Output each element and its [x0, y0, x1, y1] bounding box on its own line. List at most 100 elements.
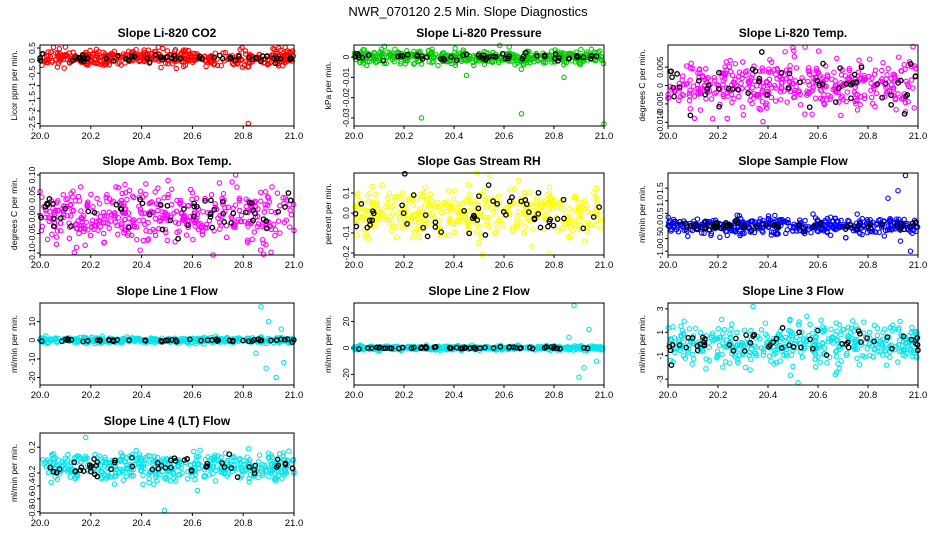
reference-point [243, 209, 249, 216]
data-point [182, 51, 188, 58]
data-point [382, 216, 389, 222]
reference-point [677, 218, 683, 225]
data-point [909, 324, 915, 331]
data-point [758, 327, 765, 333]
data-point [69, 208, 75, 214]
data-point [232, 224, 238, 230]
reference-point [164, 54, 171, 60]
data-point [861, 95, 868, 102]
reference-point [907, 61, 914, 67]
data-point [859, 231, 865, 238]
x-tick-label: 20.6 [809, 390, 828, 401]
reference-point [369, 217, 376, 224]
reference-point [552, 51, 559, 57]
data-point [833, 353, 840, 360]
data-point [243, 203, 249, 210]
data-point [261, 209, 268, 215]
data-point [453, 54, 460, 61]
data-point [44, 57, 50, 63]
reference-point [555, 57, 561, 64]
y-tick-label: 0.00 [27, 205, 37, 222]
data-point [507, 187, 513, 193]
x-tick-label: 21.0 [285, 131, 304, 142]
data-point [381, 60, 388, 67]
data-point [155, 44, 162, 50]
data-point [168, 186, 175, 193]
reference-point [849, 80, 856, 86]
reference-point [85, 208, 92, 215]
data-point [272, 226, 279, 233]
data-point [136, 217, 142, 224]
data-point [686, 326, 693, 332]
data-point [425, 202, 432, 208]
data-point [866, 56, 873, 62]
data-point [481, 187, 487, 194]
data-point [283, 49, 290, 55]
data-point [115, 185, 122, 191]
reference-point [196, 53, 203, 60]
data-point [813, 65, 820, 72]
data-point [748, 327, 754, 334]
reference-point [152, 51, 159, 58]
data-point [207, 58, 214, 65]
reference-point [57, 215, 64, 221]
data-point [242, 48, 249, 54]
panel-title: Slope Sample Flow [738, 154, 848, 168]
reference-point [879, 221, 886, 228]
data-point [581, 238, 588, 245]
reference-point [453, 57, 460, 64]
data-point [581, 198, 588, 204]
data-point [510, 227, 516, 233]
data-point [143, 181, 149, 187]
data-point [54, 228, 61, 234]
data-point [805, 65, 812, 71]
data-point [362, 212, 368, 219]
data-point [475, 239, 482, 246]
data-point [353, 232, 360, 238]
x-tick-label: 20.2 [395, 260, 414, 271]
data-point [236, 195, 243, 202]
x-axis: 20.0 20.2 20.4 20.6 20.8 21.0 [31, 255, 303, 271]
data-point [142, 210, 148, 217]
data-point [427, 191, 434, 198]
reference-point [901, 226, 907, 233]
data-point [191, 448, 197, 455]
data-point [685, 233, 691, 240]
reference-point [560, 196, 567, 203]
reference-point [546, 218, 553, 225]
data-point [787, 372, 794, 379]
data-point [711, 74, 718, 81]
data-point [756, 105, 762, 112]
data-point [886, 226, 892, 232]
data-point [810, 211, 816, 217]
reference-point [820, 60, 826, 67]
data-point [426, 59, 432, 65]
data-point [66, 235, 73, 242]
data-point [687, 105, 694, 112]
data-point [43, 333, 49, 339]
data-point [578, 214, 584, 221]
reference-point [796, 222, 802, 228]
data-point [377, 49, 384, 55]
reference-point [50, 223, 57, 230]
y-tick-label: -3 [655, 375, 665, 383]
reference-point [482, 232, 489, 238]
data-point [890, 87, 897, 93]
data-point [178, 211, 185, 217]
x-tick-label: 20.6 [183, 260, 202, 271]
reference-point [519, 55, 526, 62]
outlier-point [897, 238, 904, 244]
reference-point [706, 223, 713, 229]
reference-point [734, 219, 741, 226]
data-point [108, 212, 115, 218]
reference-point [194, 203, 200, 210]
reference-point [146, 59, 153, 65]
data-point [369, 183, 376, 190]
data-point [484, 204, 490, 210]
data-point [742, 364, 749, 371]
reference-point [816, 82, 823, 89]
data-point [728, 228, 735, 234]
reference-point [208, 197, 214, 204]
data-point [765, 69, 772, 75]
